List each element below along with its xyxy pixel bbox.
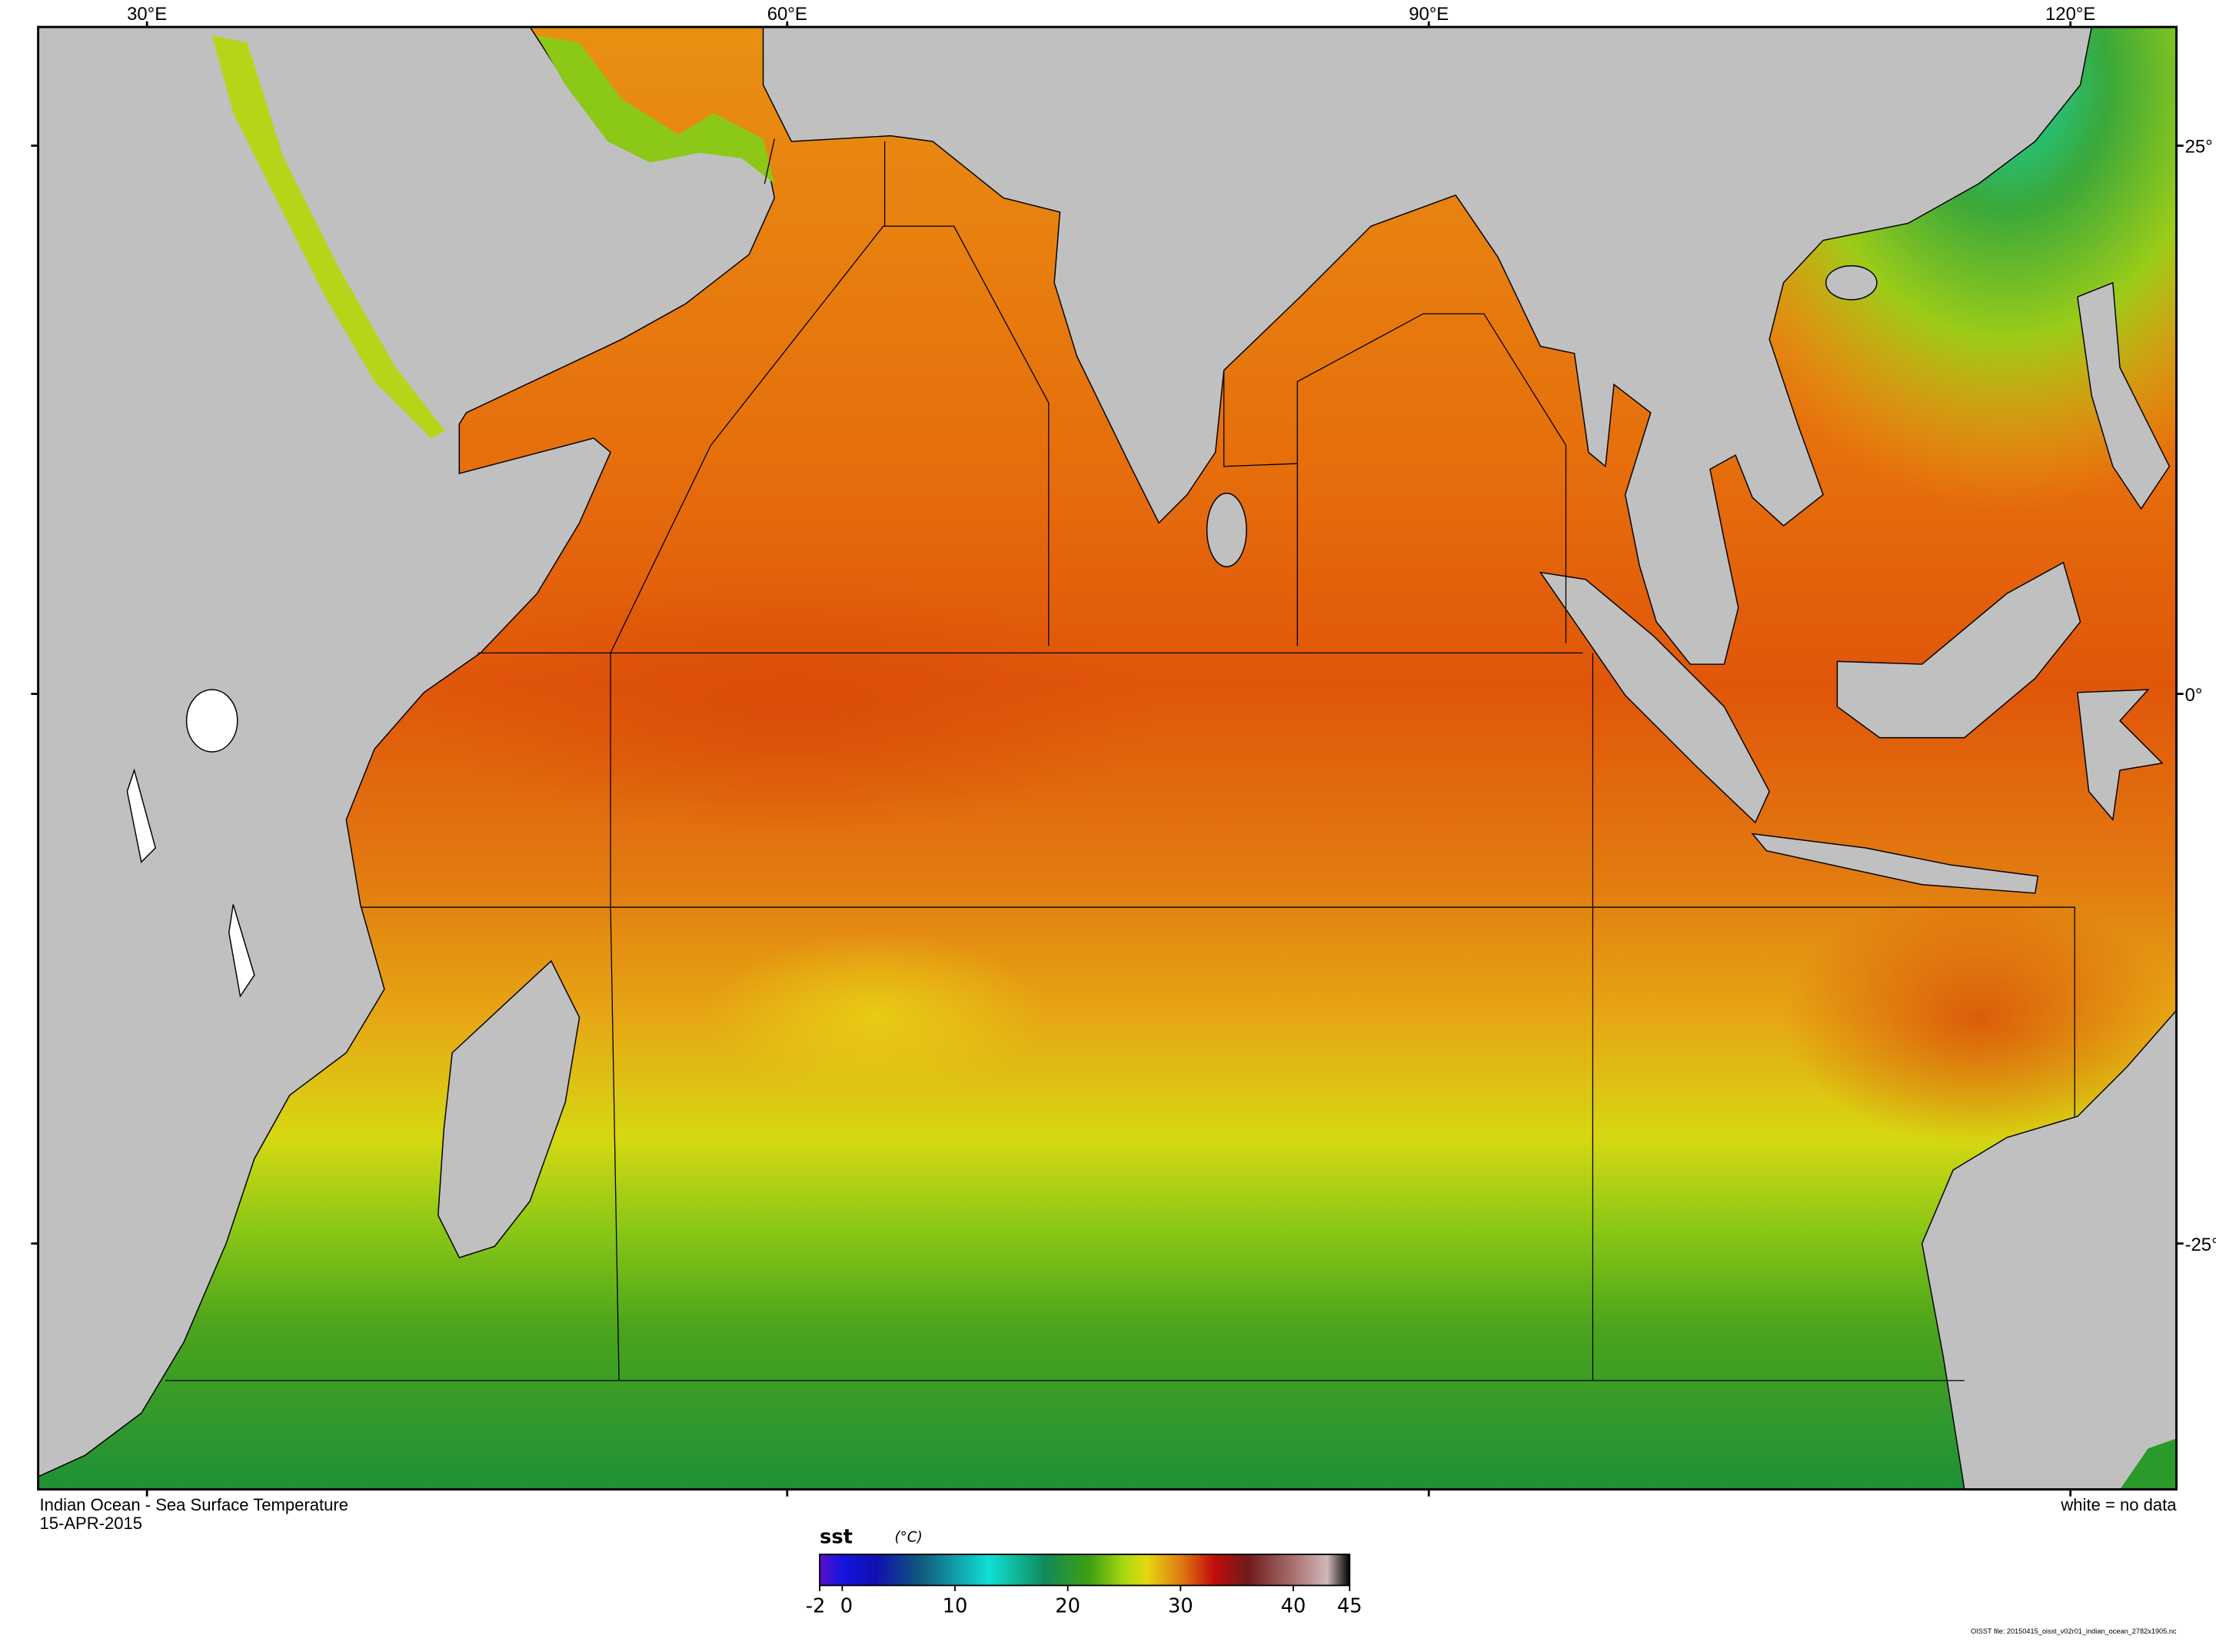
persian-gulf <box>537 35 775 184</box>
colorbar-variable: sst <box>820 1525 853 1548</box>
colorbar-tick-label: 0 <box>840 1594 853 1617</box>
no-data-note: white = no data <box>2060 1495 2177 1514</box>
no-data-lakes <box>126 768 255 998</box>
sulawesi <box>2077 689 2164 821</box>
philippines <box>2077 281 2171 510</box>
map-frame <box>37 25 2178 1491</box>
madagascar <box>438 959 581 1258</box>
lon-axis: 30°E 60°E 90°E 120°E <box>127 4 2095 1497</box>
colorbar-gradient <box>819 1554 1351 1587</box>
map-date: 15-APR-2015 <box>39 1514 142 1533</box>
lon-label-60e: 60°E <box>767 4 807 25</box>
lon-label-120e: 120°E <box>2045 4 2095 25</box>
colorbar-tick-label: 20 <box>1055 1594 1080 1617</box>
borneo <box>1836 561 2081 739</box>
java <box>1751 833 2039 894</box>
australia <box>1921 1009 2177 1490</box>
sumatra <box>1539 571 1771 824</box>
region-boundaries <box>165 138 2075 1381</box>
lon-label-30e: 30°E <box>127 4 167 25</box>
cool-tongue <box>707 932 1046 1102</box>
hainan <box>1825 264 1878 301</box>
colorbar-units: (°C) <box>894 1529 922 1545</box>
colorbar-tick-label: 45 <box>1337 1594 1363 1617</box>
red-sea <box>211 35 445 438</box>
colorbar-tick-label: 30 <box>1168 1594 1193 1617</box>
colorbar-tick-label: 10 <box>943 1594 968 1617</box>
colorbar-tick-label: 40 <box>1281 1594 1306 1617</box>
no-data-lake <box>185 689 238 753</box>
lat-label-0: 0° <box>2185 685 2203 706</box>
warm-area-nw-australia <box>1780 890 2177 1145</box>
lat-label-25s: -25° <box>2185 1235 2216 1255</box>
warm-pool <box>424 579 1160 834</box>
lon-label-90e: 90°E <box>1409 4 1449 25</box>
lat-axis: 25° 0° -25° <box>31 137 2216 1255</box>
sri-lanka <box>1206 492 1247 567</box>
map-area <box>38 27 2177 1490</box>
ocean-south-australia <box>2120 1438 2177 1490</box>
lat-label-25n: 25° <box>2185 137 2213 158</box>
map-title: Indian Ocean - Sea Surface Temperature <box>39 1495 348 1514</box>
colorbar: sst (°C) -2 0 10 20 30 40 45 <box>806 1525 1363 1617</box>
file-note: OISST file: 20150415_oisst_v02r01_indian… <box>1971 1627 2177 1635</box>
asia-landmass <box>762 27 2093 665</box>
colorbar-ticks: -2 0 10 20 30 40 45 <box>806 1585 1363 1617</box>
colorbar-tick-label: -2 <box>806 1594 826 1617</box>
